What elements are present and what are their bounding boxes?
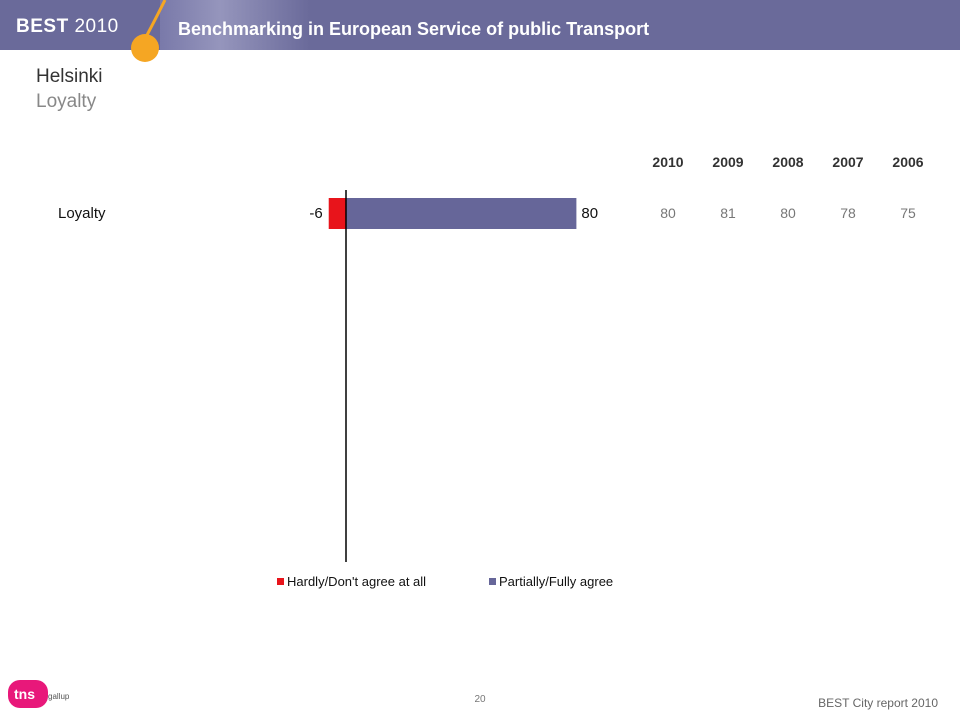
svg-text:tns: tns [14,686,35,702]
history-value: 81 [720,205,736,221]
data-label-positive: 80 [581,205,598,222]
page-subtitle: Loyalty [36,91,97,112]
page-number: 20 [474,694,486,705]
history-year: 2007 [832,154,864,170]
header-arc-decoration [131,0,167,62]
history-value: 80 [780,205,796,221]
legend-label-negative: Hardly/Don't agree at all [287,574,427,589]
brand-name: BEST [16,16,69,37]
history-value: 75 [900,205,916,221]
page-title: Helsinki [36,66,103,87]
history-year: 2008 [772,154,804,170]
footer-report-name: BEST City report 2010 [818,696,938,710]
svg-text:gallup: gallup [48,692,70,701]
brand-logo: BEST 2010 [16,16,119,38]
legend-swatch-negative [277,578,284,585]
bar-positive [346,198,577,229]
header-banner [0,0,960,50]
category-label: Loyalty [58,205,106,222]
history-value: 80 [660,205,676,221]
history-year: 2010 [652,154,684,170]
legend-item-negative: Hardly/Don't agree at all [277,574,426,589]
data-label-negative: -6 [309,205,322,222]
header-photo [160,0,310,50]
history-year: 2009 [712,154,744,170]
legend-item-positive: Partially/Fully agree [489,574,613,589]
brand-year: 2010 [74,16,119,37]
legend-label-positive: Partially/Fully agree [499,574,614,589]
tns-gallup-logo: tns gallup [8,680,70,708]
history-value: 78 [840,205,856,221]
bar-negative [328,198,346,229]
legend-swatch-positive [489,578,496,585]
header-tagline: Benchmarking in European Service of publ… [178,19,650,39]
history-year: 2006 [892,154,924,170]
